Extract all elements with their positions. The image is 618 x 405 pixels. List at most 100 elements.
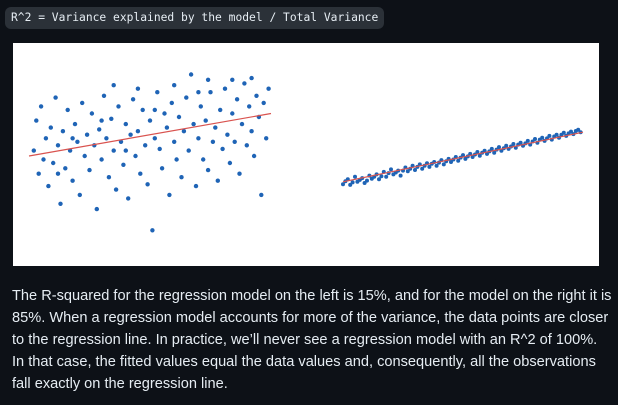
data-point bbox=[379, 174, 384, 179]
data-point bbox=[259, 192, 264, 198]
data-point bbox=[70, 136, 75, 141]
data-point bbox=[504, 143, 509, 148]
scatter-plot-low-r-squared bbox=[28, 72, 272, 233]
data-point bbox=[427, 164, 432, 169]
data-point bbox=[196, 90, 201, 95]
data-point bbox=[101, 93, 107, 98]
data-point bbox=[123, 121, 128, 127]
data-point bbox=[99, 157, 104, 162]
data-point bbox=[234, 97, 240, 102]
regression-line bbox=[28, 112, 272, 157]
data-point bbox=[63, 166, 68, 171]
data-point bbox=[348, 182, 353, 187]
data-point bbox=[205, 77, 211, 82]
data-point bbox=[172, 83, 177, 88]
data-point bbox=[227, 160, 233, 166]
data-point bbox=[51, 160, 56, 166]
data-point bbox=[230, 111, 235, 116]
data-point bbox=[573, 129, 578, 133]
data-point bbox=[116, 104, 121, 109]
data-point bbox=[208, 90, 213, 95]
data-point bbox=[485, 151, 489, 156]
data-point bbox=[533, 137, 537, 141]
data-point bbox=[239, 121, 245, 127]
data-point bbox=[398, 173, 403, 178]
data-point bbox=[104, 136, 109, 141]
regression-comparison-figure bbox=[13, 43, 599, 266]
data-point bbox=[133, 153, 138, 159]
data-point bbox=[87, 167, 92, 173]
data-point bbox=[470, 155, 475, 159]
data-point bbox=[232, 139, 237, 144]
data-point bbox=[247, 104, 252, 109]
data-point bbox=[111, 148, 116, 153]
data-point bbox=[203, 118, 208, 123]
data-point bbox=[152, 107, 157, 113]
data-point bbox=[99, 118, 104, 123]
data-point bbox=[463, 156, 468, 161]
data-point bbox=[497, 145, 501, 150]
data-point bbox=[58, 201, 63, 206]
data-point bbox=[220, 146, 225, 152]
data-point bbox=[249, 75, 254, 81]
data-point bbox=[55, 171, 61, 176]
data-point bbox=[167, 192, 172, 198]
data-point bbox=[135, 86, 141, 91]
data-point bbox=[121, 162, 126, 167]
data-point bbox=[123, 148, 128, 153]
scatter-plot-high-r-squared bbox=[341, 127, 584, 187]
data-point bbox=[384, 174, 389, 179]
data-point bbox=[215, 178, 220, 183]
data-point bbox=[150, 228, 155, 233]
data-point bbox=[179, 175, 184, 180]
data-point bbox=[118, 139, 124, 144]
data-point bbox=[82, 153, 87, 159]
data-point bbox=[559, 132, 564, 137]
data-point bbox=[492, 150, 497, 155]
data-point bbox=[159, 166, 165, 171]
data-point bbox=[350, 180, 355, 185]
data-point bbox=[55, 143, 61, 148]
data-point bbox=[191, 121, 196, 127]
data-point bbox=[41, 157, 46, 162]
data-point bbox=[196, 136, 201, 141]
data-point bbox=[511, 142, 516, 146]
data-point bbox=[389, 167, 393, 172]
data-point bbox=[65, 107, 70, 113]
data-point bbox=[181, 129, 187, 134]
data-point bbox=[111, 83, 116, 88]
data-point bbox=[75, 139, 80, 144]
data-point bbox=[113, 187, 119, 192]
data-point bbox=[97, 127, 102, 132]
data-point bbox=[38, 104, 44, 109]
data-point bbox=[377, 177, 381, 182]
data-point bbox=[31, 148, 36, 153]
data-point bbox=[477, 153, 482, 158]
data-point bbox=[420, 166, 425, 171]
data-point bbox=[242, 81, 247, 86]
data-point bbox=[48, 125, 53, 130]
data-point bbox=[109, 116, 114, 122]
data-point bbox=[210, 139, 216, 144]
data-point bbox=[145, 182, 150, 187]
data-point bbox=[174, 157, 179, 162]
data-point bbox=[264, 136, 269, 141]
data-point bbox=[230, 77, 235, 82]
data-point bbox=[461, 153, 465, 158]
data-point bbox=[130, 97, 136, 102]
data-point bbox=[193, 183, 199, 189]
data-point bbox=[155, 90, 160, 95]
data-point bbox=[138, 171, 143, 176]
data-point bbox=[198, 104, 203, 109]
data-point bbox=[254, 93, 259, 98]
data-point bbox=[176, 114, 182, 120]
scatter-plots bbox=[28, 72, 584, 233]
regression-line bbox=[342, 131, 584, 183]
data-point bbox=[434, 163, 439, 168]
data-point bbox=[184, 95, 189, 100]
data-point bbox=[201, 157, 206, 162]
data-point bbox=[169, 100, 174, 106]
data-point bbox=[237, 171, 242, 176]
data-point bbox=[147, 118, 153, 123]
data-point bbox=[77, 192, 83, 198]
